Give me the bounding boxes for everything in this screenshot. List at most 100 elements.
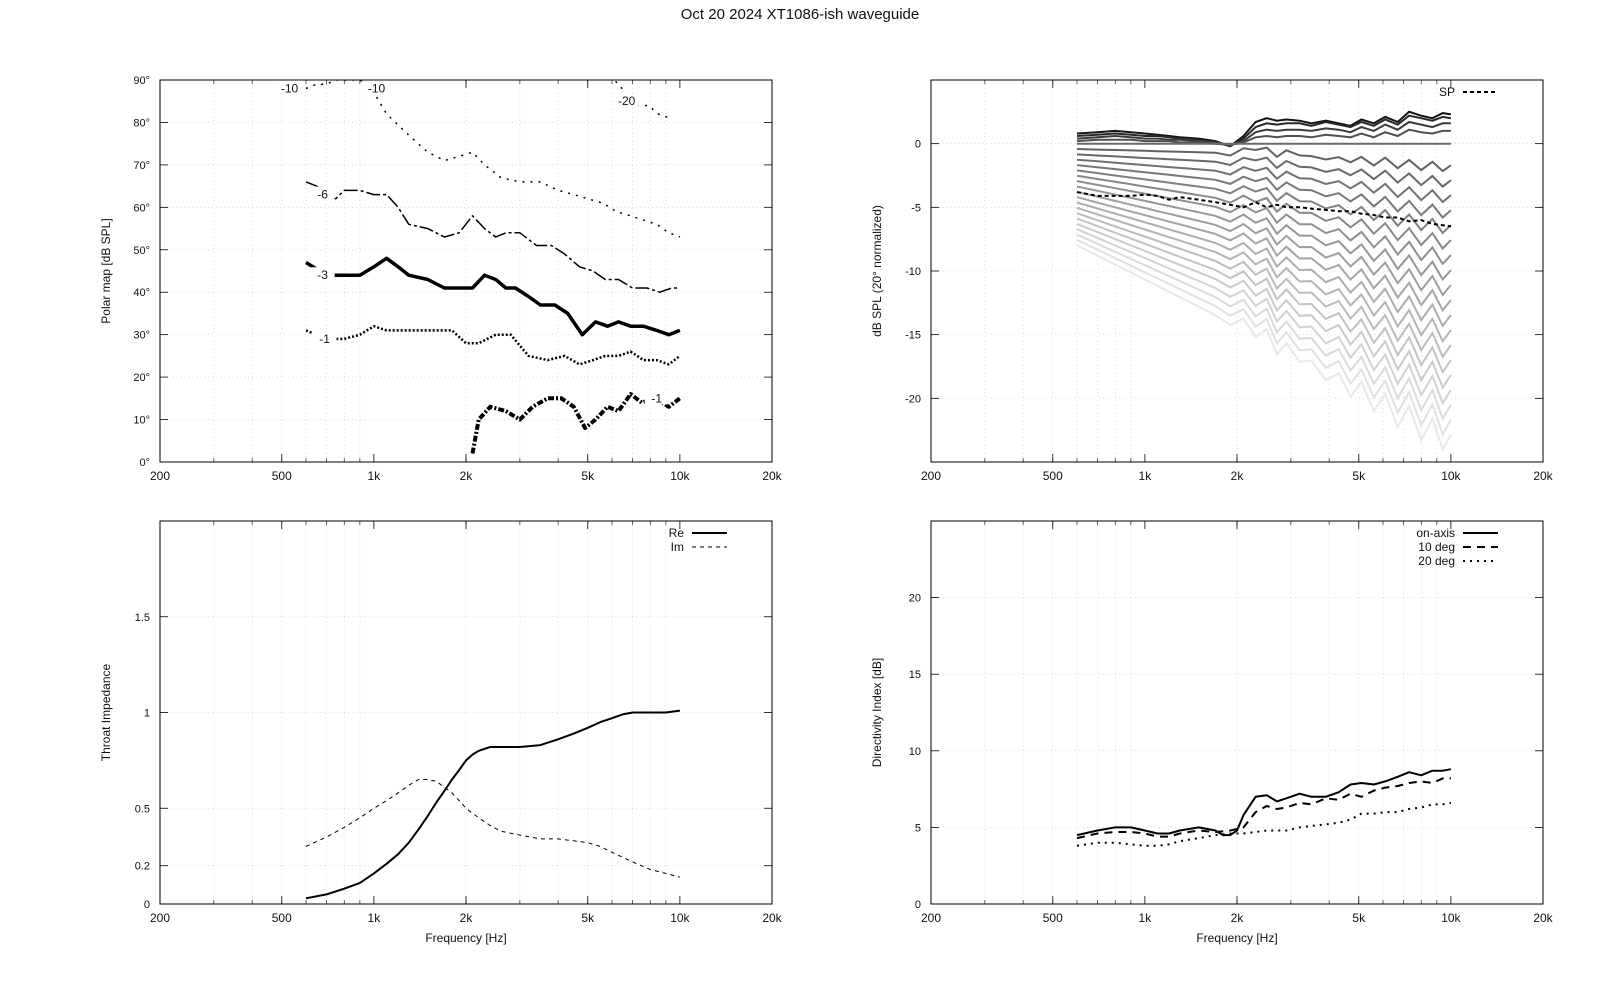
x-tick-label: 1k (1139, 469, 1153, 483)
y-tick-label: 0 (144, 899, 150, 911)
spl-curve (1076, 201, 1452, 328)
y-axis-label: Directivity Index [dB] (870, 658, 884, 767)
x-tick-label: 20k (1533, 469, 1553, 483)
x-tick-label: 10k (670, 469, 690, 483)
spl-curve (1076, 190, 1452, 297)
series-line (305, 80, 681, 238)
x-tick-label: 2k (460, 911, 474, 925)
x-tick-label: 200 (150, 469, 170, 483)
series-line (305, 324, 681, 366)
x-tick-label: 10k (1441, 469, 1461, 483)
contour-label: -10 (368, 81, 386, 95)
y-tick-label: 0.2 (135, 861, 150, 873)
y-tick-label: 40° (133, 287, 150, 299)
x-tick-label: 500 (272, 911, 292, 925)
x-tick-label: 10k (670, 911, 690, 925)
spl-curve (1076, 196, 1452, 313)
contour-label: -6 (317, 188, 328, 202)
y-tick-label: 50° (133, 245, 150, 257)
series-line (305, 779, 681, 878)
spl-curve-upper (1076, 120, 1451, 146)
x-tick-label: 500 (272, 469, 292, 483)
x-tick-label: 1k (368, 469, 382, 483)
y-tick-label: 30° (133, 330, 150, 342)
y-tick-label: 70° (133, 160, 150, 172)
y-tick-label: 15 (909, 669, 921, 681)
y-tick-label: 20° (133, 372, 150, 384)
spl-curve-upper (1076, 128, 1451, 146)
spl-curve (1076, 233, 1452, 421)
x-tick-label: 2k (1231, 911, 1245, 925)
spl-curve (1076, 206, 1452, 344)
legend-label: on-axis (1416, 526, 1455, 540)
spl-curve (1076, 222, 1452, 390)
plot-area: -1 -1 -3 -6 -10 -10 -20 (277, 80, 682, 454)
x-tick-label: 200 (921, 469, 941, 483)
x-tick-label: 20k (762, 469, 782, 483)
y-tick-label: 0.5 (135, 803, 150, 815)
legend-label: Im (671, 540, 684, 554)
y-axis-label: dB SPL (20° normalized) (870, 205, 884, 337)
x-tick-label: 20k (1533, 911, 1553, 925)
y-tick-label: 60° (133, 202, 150, 214)
x-tick-label: 500 (1043, 469, 1063, 483)
y-axis-label: Throat Impedance (99, 663, 113, 761)
spl-sp-line (1076, 191, 1452, 228)
y-axis-label: Polar map [dB SPL] (99, 218, 113, 323)
y-tick-label: -15 (905, 330, 921, 342)
x-tick-label: 1k (1139, 911, 1153, 925)
y-tick-label: 10 (909, 746, 921, 758)
y-tick-label: 20 (909, 593, 921, 605)
plot-frame (159, 520, 773, 905)
plot-area (1076, 768, 1452, 847)
contour-label: -3 (317, 268, 328, 282)
x-tick-label: 2k (460, 469, 474, 483)
contour-label-bg (312, 330, 337, 345)
x-tick-label: 200 (150, 911, 170, 925)
series-line (305, 709, 681, 900)
contour-label: -1 (319, 332, 330, 346)
series-line (305, 181, 680, 293)
y-tick-label: 1.5 (135, 612, 150, 624)
contour-label-bg (644, 390, 669, 405)
x-axis-label: Frequency [Hz] (425, 931, 506, 945)
plot-frame (930, 79, 1544, 463)
y-tick-label: 0 (915, 899, 921, 911)
legend-label: 20 deg (1418, 554, 1455, 568)
spl-curve (1076, 158, 1452, 204)
x-tick-label: 10k (1441, 911, 1461, 925)
y-tick-label: 0 (915, 139, 921, 151)
x-tick-label: 5k (581, 469, 595, 483)
y-tick-label: 90° (133, 75, 150, 87)
figure-title: Oct 20 2024 XT1086-ish waveguide (680, 6, 920, 23)
x-tick-label: 5k (1352, 911, 1366, 925)
contour-label-bg (310, 186, 335, 201)
spl-curve (1076, 146, 1452, 173)
plot-area (305, 709, 681, 900)
series-line (305, 256, 681, 337)
spl-curve (1076, 174, 1452, 251)
contour-label-bg (364, 80, 389, 95)
legend-label: Re (669, 526, 685, 540)
x-tick-label: 5k (1352, 469, 1366, 483)
y-tick-label: 1 (144, 708, 150, 720)
y-tick-label: 5 (915, 822, 921, 834)
spl-curve (1076, 185, 1452, 282)
x-tick-label: 20k (762, 911, 782, 925)
contour-label-bg (310, 267, 335, 282)
contour-label-bg (614, 93, 639, 108)
legend-label: SP (1439, 85, 1455, 99)
contour-label-bg (277, 80, 302, 95)
series-line (1076, 777, 1451, 840)
y-tick-label: 0° (139, 457, 150, 469)
spl-curve (1076, 153, 1452, 188)
spl-curve (1076, 212, 1452, 359)
series-line (470, 392, 682, 454)
contour-label: -10 (281, 81, 299, 95)
y-tick-label: -20 (905, 393, 921, 405)
contour-label: -1 (651, 391, 662, 405)
